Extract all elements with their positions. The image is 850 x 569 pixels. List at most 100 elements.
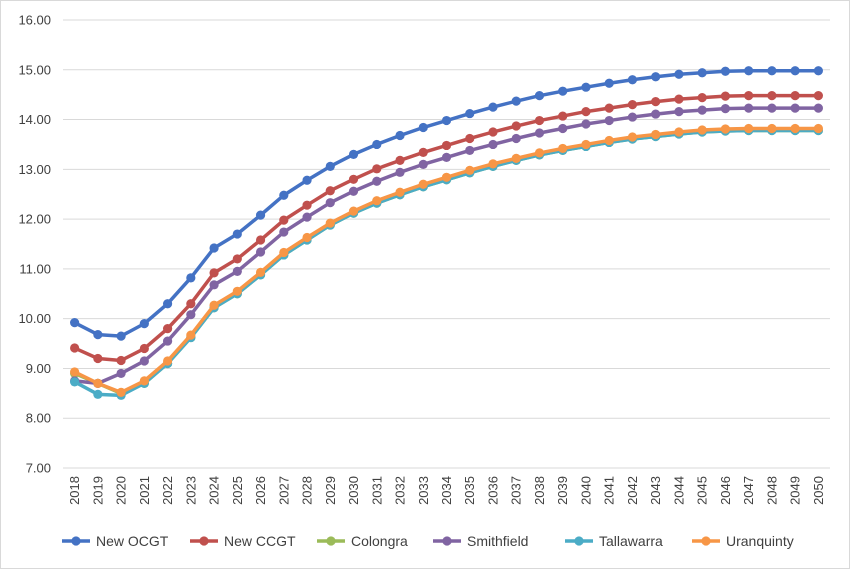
legend-label: Tallawarra bbox=[599, 533, 663, 549]
data-point bbox=[581, 119, 591, 129]
x-tick-label: 2049 bbox=[788, 476, 803, 505]
data-point bbox=[697, 105, 707, 115]
data-point bbox=[790, 91, 800, 101]
data-point bbox=[511, 121, 521, 131]
data-point bbox=[139, 376, 149, 386]
legend-swatch-marker bbox=[199, 536, 209, 546]
y-tick-label: 10.00 bbox=[18, 311, 51, 326]
data-point bbox=[186, 273, 196, 283]
data-point bbox=[186, 330, 196, 340]
data-point bbox=[674, 106, 684, 117]
data-point bbox=[465, 133, 475, 144]
x-tick-label: 2050 bbox=[811, 476, 826, 505]
y-tick-label: 7.00 bbox=[26, 461, 51, 476]
data-point bbox=[232, 254, 242, 264]
data-point bbox=[465, 145, 475, 156]
x-tick-label: 2026 bbox=[253, 476, 268, 505]
data-point bbox=[116, 355, 126, 366]
data-point bbox=[418, 147, 428, 158]
series-line bbox=[72, 128, 821, 396]
data-point bbox=[348, 174, 359, 184]
data-point bbox=[651, 129, 661, 140]
data-point bbox=[139, 356, 149, 366]
data-point bbox=[465, 165, 475, 175]
y-tick-label: 13.00 bbox=[18, 162, 51, 177]
data-point bbox=[70, 318, 80, 328]
series-line bbox=[72, 128, 821, 398]
data-point bbox=[209, 268, 219, 278]
data-point bbox=[418, 159, 428, 169]
data-point bbox=[279, 215, 289, 225]
legend-swatch-marker bbox=[71, 536, 81, 546]
data-point bbox=[441, 172, 452, 182]
data-point bbox=[651, 72, 661, 82]
data-point bbox=[93, 329, 103, 340]
data-point bbox=[395, 155, 405, 165]
data-point bbox=[674, 94, 684, 104]
data-point bbox=[302, 200, 312, 210]
data-point bbox=[488, 159, 498, 169]
y-tick-label: 16.00 bbox=[18, 13, 51, 28]
data-point bbox=[255, 267, 266, 277]
data-point bbox=[488, 139, 498, 150]
x-tick-label: 2023 bbox=[183, 476, 198, 505]
x-tick-label: 2018 bbox=[67, 476, 82, 505]
data-point bbox=[720, 91, 731, 101]
series-new-ccgt bbox=[70, 91, 823, 366]
data-point bbox=[534, 128, 545, 138]
data-point bbox=[767, 123, 777, 134]
data-point bbox=[255, 235, 266, 245]
data-point bbox=[558, 143, 568, 154]
data-point bbox=[604, 103, 614, 113]
data-point bbox=[674, 69, 684, 79]
data-point bbox=[70, 343, 80, 353]
series-colongra bbox=[70, 125, 823, 398]
legend-item: Tallawarra bbox=[565, 533, 663, 549]
legend-item: Uranquinty bbox=[692, 533, 794, 549]
data-point bbox=[744, 66, 754, 76]
data-point bbox=[744, 123, 754, 134]
data-point bbox=[790, 66, 800, 76]
y-tick-label: 15.00 bbox=[18, 62, 51, 77]
data-point bbox=[302, 212, 312, 222]
legend-swatch-marker bbox=[574, 536, 584, 546]
x-tick-label: 2037 bbox=[509, 476, 524, 505]
data-point bbox=[558, 123, 568, 134]
data-point bbox=[627, 112, 638, 122]
data-point bbox=[651, 109, 661, 119]
x-tick-label: 2031 bbox=[369, 476, 384, 505]
data-point bbox=[209, 300, 219, 310]
data-point bbox=[441, 152, 452, 162]
x-tick-label: 2030 bbox=[346, 476, 361, 505]
data-point bbox=[325, 198, 335, 208]
data-point bbox=[511, 133, 521, 144]
data-point bbox=[162, 336, 173, 346]
x-tick-label: 2028 bbox=[300, 476, 315, 505]
data-point bbox=[348, 206, 359, 216]
legend-label: New OCGT bbox=[96, 533, 169, 549]
data-point bbox=[744, 103, 754, 113]
data-point bbox=[395, 167, 405, 177]
series-new-ocgt bbox=[70, 66, 823, 341]
series-lines bbox=[70, 66, 823, 400]
data-point bbox=[162, 299, 173, 309]
data-point bbox=[302, 175, 312, 185]
x-tick-label: 2041 bbox=[602, 476, 617, 505]
x-tick-label: 2046 bbox=[718, 476, 733, 505]
data-point bbox=[348, 186, 359, 196]
legend-swatch-marker bbox=[326, 536, 336, 546]
x-tick-label: 2024 bbox=[207, 476, 222, 505]
data-point bbox=[767, 103, 777, 113]
x-tick-label: 2032 bbox=[393, 476, 408, 505]
data-point bbox=[534, 148, 545, 158]
legend-item: Smithfield bbox=[433, 533, 528, 549]
y-tick-label: 12.00 bbox=[18, 212, 51, 227]
data-point bbox=[488, 127, 498, 137]
data-point bbox=[186, 310, 196, 320]
data-point bbox=[279, 190, 289, 200]
data-point bbox=[116, 387, 126, 397]
series-uranquinty bbox=[70, 123, 823, 397]
data-point bbox=[604, 135, 614, 146]
